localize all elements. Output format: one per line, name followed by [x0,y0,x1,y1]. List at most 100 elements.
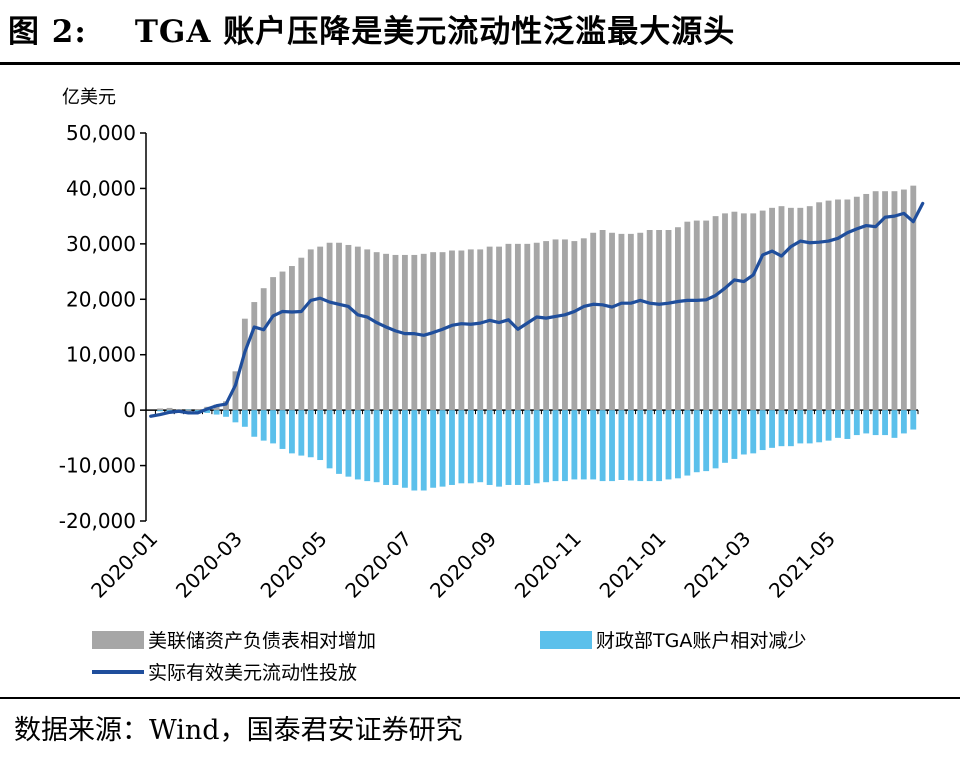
fed-balance-bar [731,211,738,411]
tga-bar [514,410,521,485]
tga-bar [665,410,672,480]
x-tick-label: 2021-01 [595,527,671,603]
tga-bar [900,410,907,434]
fed-balance-bar [722,213,728,411]
fed-balance-bar [543,241,550,411]
fed-balance-bar [665,230,672,411]
tga-bar [825,410,832,441]
legend-label: 实际有效美元流动性投放 [148,662,357,684]
fed-balance-bar [486,246,493,411]
fed-balance-bar [298,257,305,411]
line-layer [149,201,925,418]
tga-bar [891,410,898,438]
tga-bar [336,410,342,474]
tga-bar [778,410,785,447]
tga-bar [797,410,804,444]
fed-balance-bar [571,241,578,411]
fed-balance-bar [675,227,681,411]
fed-balance-bar [684,221,691,411]
x-tick-label: 2020-11 [510,527,586,603]
chart-area: 50,000 40,000 30,000 20,000 10,000 0 -10,000 -2… [59,87,925,684]
fed-balance-bar [176,409,182,411]
fed-balance-bar [458,250,465,411]
fed-balance-bar [787,207,794,411]
tga-bar [289,410,295,454]
fed-balance-bar [326,242,333,411]
fed-balance-bar [505,243,512,411]
x-tick-label: 2021-05 [764,527,840,603]
fed-balance-bar [618,233,625,411]
fed-balance-bar [477,249,484,411]
tga-bar [213,410,220,415]
x-tick-label: 2020-09 [425,527,501,603]
tga-bar [571,410,578,480]
tga-bar [590,410,597,480]
tga-bar [580,410,587,480]
fed-balance-bar [806,206,813,411]
tga-bar [364,410,371,482]
tga-bar [505,410,512,485]
tga-bar [750,410,757,454]
tga-bar [675,410,681,479]
fed-balance-bar [260,288,267,411]
tga-bar [543,410,550,483]
fed-balance-bar [872,191,879,411]
tga-bar [185,409,192,411]
legend-swatch [92,631,144,649]
fed-balance-bar [740,213,747,411]
fed-balance-bar [599,230,606,411]
tga-bar [458,410,465,484]
tga-bar [863,410,870,434]
fed-balance-bar [882,191,888,411]
tga-bar [646,410,653,482]
y-tick-label: 50,000 [66,121,136,145]
fed-balance-bar [590,232,597,411]
fed-balance-bar [835,199,841,411]
fed-balance-bar [580,238,587,411]
legend-label: 财政部TGA账户相对减少 [596,630,806,652]
tga-bar [420,410,427,491]
fed-balance-bar [336,242,342,411]
tga-bar [223,410,229,417]
x-tick-label: 2020-05 [256,527,332,603]
tga-bar [910,410,917,430]
fed-balance-bar [345,244,352,411]
tga-bar [835,410,841,438]
tga-bar [882,410,888,436]
fed-balance-bar [241,318,248,411]
tga-bar [232,410,239,423]
tga-bar [533,410,540,484]
y-tick-label: 0 [123,398,136,422]
tga-bar [270,410,277,444]
y-tick-label: -20,000 [59,509,136,533]
tga-bar [722,410,728,463]
tga-bar [307,410,314,458]
bars-layer [157,185,917,491]
fed-balance-bar [289,266,295,411]
tga-bar [684,410,691,476]
fed-balance-bar [816,202,823,411]
tga-bar [609,410,615,482]
fed-balance-bar [609,232,615,411]
legend-swatch [540,631,592,649]
fed-balance-bar [185,410,192,412]
tga-bar [759,410,766,451]
fed-balance-bar [693,220,700,411]
tga-bar [373,410,380,483]
y-tick-label: -10,000 [59,454,136,478]
tga-bar [703,410,710,472]
tga-bar [392,410,399,485]
liquidity-line [149,201,925,418]
tga-bar [477,410,484,483]
fed-balance-bar [891,191,898,411]
fed-balance-bar [223,401,229,411]
fed-balance-bar [364,249,371,411]
tga-bar [599,410,606,482]
fed-balance-bar [703,220,710,411]
legend-label: 美联储资产负债表相对增加 [148,630,376,652]
fed-balance-bar [166,407,173,411]
fed-balance-bar [552,239,559,411]
x-tick-label: 2020-07 [340,527,416,603]
tga-bar [740,410,747,455]
tga-bar [157,410,164,412]
